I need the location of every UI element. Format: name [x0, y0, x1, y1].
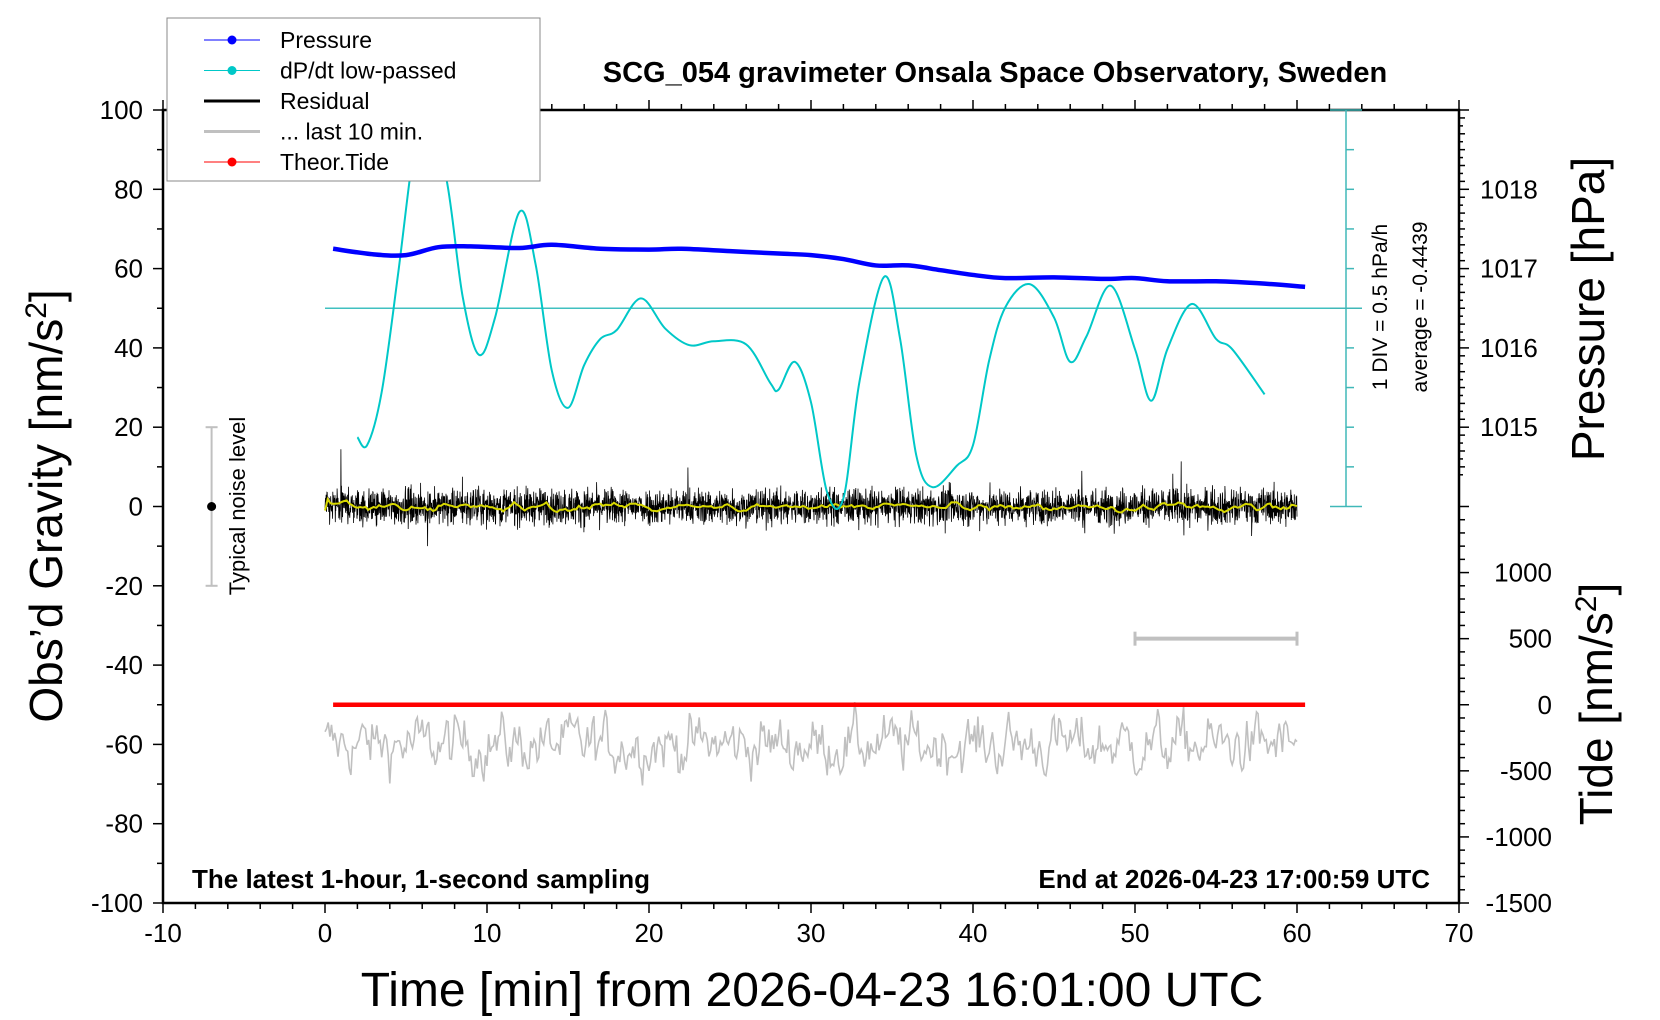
pressure-tick-label: 1017: [1480, 254, 1538, 284]
pressure-tick-label: 1015: [1480, 412, 1538, 442]
noise-level-center-dot: [207, 502, 217, 511]
legend-label: Residual: [280, 88, 370, 114]
y-tick-label: -40: [105, 650, 143, 680]
pressure-axis-label: Pressure [hPa]: [1562, 157, 1614, 461]
pressure-tick-label: 1018: [1480, 174, 1538, 204]
axes: -10 0 10 20 30 40 50 60 70-100-80-60-40-20020406…: [91, 95, 1552, 948]
y-axis-label: Obs’d Gravity [nm/s2]: [20, 289, 72, 722]
chart-title: SCG_054 gravimeter Onsala Space Observat…: [603, 57, 1387, 89]
dpdt-div-label: 1 DIV = 0.5 hPa/h: [1369, 224, 1392, 390]
x-tick-label: 70: [1445, 918, 1474, 948]
noise-level-label: Typical noise level: [225, 417, 250, 596]
tide-axis-label: Tide [nm/s2]: [1570, 583, 1622, 826]
legend-marker: [227, 157, 237, 167]
x-tick-label: 60: [1283, 918, 1312, 948]
tide-tick-label: -1000: [1486, 822, 1553, 852]
dpdt-line: [356, 110, 1266, 510]
tide-tick-label: 1000: [1494, 558, 1552, 588]
legend-marker: [227, 35, 237, 45]
y-tick-label: -20: [105, 571, 143, 601]
y-tick-label: -100: [91, 888, 143, 918]
right-note: End at 2026-04-23 17:00:59 UTC: [1038, 864, 1430, 894]
y-tick-label: 60: [114, 254, 143, 284]
legend-label: Theor.Tide: [280, 149, 389, 175]
y-tick-label: 20: [114, 412, 143, 442]
legend-marker: [227, 66, 237, 75]
legend-label: ... last 10 min.: [280, 119, 423, 145]
x-tick-label: 30: [797, 918, 826, 948]
tide-tick-label: -1500: [1486, 888, 1553, 918]
y-tick-label: -60: [105, 729, 143, 759]
pressure-tick-label: 1016: [1480, 333, 1538, 363]
x-tick-label: 0: [318, 918, 332, 948]
x-tick-label: 40: [959, 918, 988, 948]
plot-area: [205, 110, 1346, 786]
pressure-line: [332, 242, 1306, 290]
y-tick-label: 0: [129, 492, 143, 522]
last-10-min-line: [324, 701, 1298, 786]
x-tick-label: -10: [144, 918, 182, 948]
residual-line: [324, 449, 1298, 547]
x-axis-label: Time [min] from 2026-04-23 16:01:00 UTC: [361, 964, 1264, 1017]
legend-label: Pressure: [280, 27, 372, 53]
tide-tick-label: -500: [1500, 756, 1552, 786]
y-tick-label: -80: [105, 809, 143, 839]
dpdt-average-label: average = -0.4439: [1409, 221, 1432, 392]
y-tick-label: 40: [114, 333, 143, 363]
tide-tick-label: 0: [1538, 690, 1552, 720]
legend-label: dP/dt low-passed: [280, 58, 456, 84]
x-tick-label: 20: [635, 918, 664, 948]
y-tick-label: 80: [114, 174, 143, 204]
legend: Pressure dP/dt low-passed Residual ... last…: [166, 17, 541, 182]
left-note: The latest 1-hour, 1-second sampling: [192, 864, 650, 894]
residual-smoothed-line: [324, 496, 1298, 514]
y-tick-label: 100: [100, 95, 143, 125]
x-tick-label: 50: [1121, 918, 1150, 948]
x-tick-label: 10: [473, 918, 502, 948]
tide-tick-label: 500: [1509, 624, 1552, 654]
